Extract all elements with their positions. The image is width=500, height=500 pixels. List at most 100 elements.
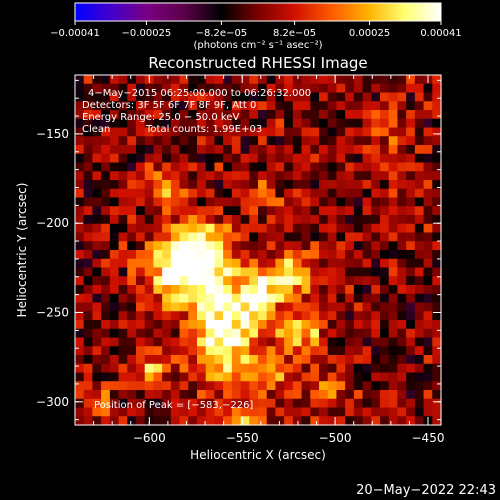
heatmap-cell — [179, 381, 189, 391]
heatmap-cell — [371, 223, 381, 234]
heatmap-cell — [353, 293, 364, 304]
heatmap-cell — [214, 276, 224, 286]
heatmap-cell — [292, 197, 303, 207]
heatmap-cell — [162, 188, 172, 199]
heatmap-cell — [380, 416, 390, 426]
heatmap-cell — [380, 83, 390, 94]
heatmap-cell — [327, 258, 338, 269]
heatmap-cell — [205, 407, 216, 417]
chart-title: Reconstructed RHESSI Image — [148, 54, 367, 72]
heatmap-cell — [118, 188, 128, 199]
heatmap-cell — [231, 83, 242, 94]
heatmap-cell — [371, 136, 381, 146]
heatmap-cell — [179, 258, 189, 269]
colorbar — [74, 2, 442, 22]
heatmap-cell — [83, 276, 94, 286]
heatmap-cell — [127, 232, 137, 242]
heatmap-cell — [397, 206, 407, 216]
heatmap-cell — [101, 101, 111, 111]
heatmap-cell — [83, 241, 94, 251]
heatmap-cell — [284, 407, 294, 417]
heatmap-cell — [188, 372, 198, 382]
heatmap-cell — [362, 180, 372, 190]
heatmap-cell — [188, 390, 198, 400]
heatmap-cell — [266, 328, 277, 339]
heatmap-cell — [432, 372, 442, 382]
heatmap-cell — [397, 363, 407, 374]
heatmap-cell — [249, 136, 259, 146]
heatmap-cell — [327, 293, 338, 304]
heatmap-cell — [153, 145, 163, 155]
heatmap-cell — [388, 241, 399, 251]
heatmap-cell — [214, 75, 224, 85]
heatmap-cell — [414, 267, 425, 277]
heatmap-cell — [109, 398, 120, 409]
heatmap-cell — [240, 398, 250, 409]
heatmap-cell — [353, 92, 364, 102]
heatmap-cell — [92, 110, 102, 120]
heatmap-cell — [284, 197, 294, 207]
heatmap-cell — [144, 337, 155, 347]
heatmap-cell — [205, 110, 216, 120]
heatmap-cell — [179, 346, 189, 356]
heatmap-cell — [414, 118, 425, 129]
heatmap-cell — [83, 372, 94, 382]
heatmap-cell — [75, 250, 85, 260]
heatmap-cell — [310, 398, 320, 409]
heatmap-cell — [109, 136, 120, 146]
heatmap-cell — [310, 363, 320, 374]
heatmap-cell — [170, 302, 181, 312]
heatmap-cell — [231, 346, 242, 356]
heatmap-cell — [327, 83, 338, 94]
heatmap-cell — [136, 215, 146, 225]
heatmap-cell — [380, 197, 390, 207]
heatmap-cell — [92, 302, 102, 312]
heatmap-cell — [170, 127, 181, 137]
heatmap-cell — [231, 92, 242, 102]
heatmap-cell — [136, 258, 146, 269]
heatmap-cell — [240, 390, 250, 400]
heatmap-cell — [170, 145, 181, 155]
heatmap-cell — [292, 372, 303, 382]
heatmap-cell — [327, 241, 338, 251]
heatmap-cell — [162, 355, 172, 365]
heatmap-cell — [284, 398, 294, 409]
heatmap-cell — [127, 250, 137, 260]
heatmap-cell — [432, 267, 442, 277]
heatmap-cell — [406, 258, 416, 269]
heatmap-cell — [153, 206, 163, 216]
heatmap-cell — [310, 241, 320, 251]
heatmap-cell — [406, 276, 416, 286]
heatmap-cell — [75, 407, 85, 417]
heatmap-cell — [153, 311, 163, 321]
heatmap-cell — [275, 206, 285, 216]
heatmap-cell — [371, 302, 381, 312]
heatmap-cell — [118, 153, 128, 164]
heatmap-cell — [83, 328, 94, 339]
heatmap-cell — [197, 311, 207, 321]
heatmap-cell — [205, 162, 216, 172]
heatmap-cell — [397, 311, 407, 321]
heatmap-cell — [136, 171, 146, 181]
heatmap-cell — [336, 127, 346, 137]
heatmap-cell — [371, 75, 381, 85]
heatmap-cell — [109, 390, 120, 400]
heatmap-cell — [118, 101, 128, 111]
heatmap-cell — [179, 118, 189, 129]
heatmap-cell — [231, 153, 242, 164]
heatmap-cell — [258, 118, 268, 129]
heatmap-cell — [397, 101, 407, 111]
heatmap-cell — [353, 75, 364, 85]
heatmap-cell — [362, 276, 372, 286]
heatmap-cell — [231, 101, 242, 111]
heatmap-cell — [310, 390, 320, 400]
heatmap-cell — [214, 101, 224, 111]
heatmap-cell — [153, 337, 163, 347]
heatmap-cell — [188, 118, 198, 129]
heatmap-cell — [153, 285, 163, 295]
heatmap-cell — [214, 398, 224, 409]
heatmap-cell — [170, 153, 181, 164]
heatmap-cell — [353, 311, 364, 321]
heatmap-cell — [179, 293, 189, 304]
heatmap-cell — [179, 250, 189, 260]
